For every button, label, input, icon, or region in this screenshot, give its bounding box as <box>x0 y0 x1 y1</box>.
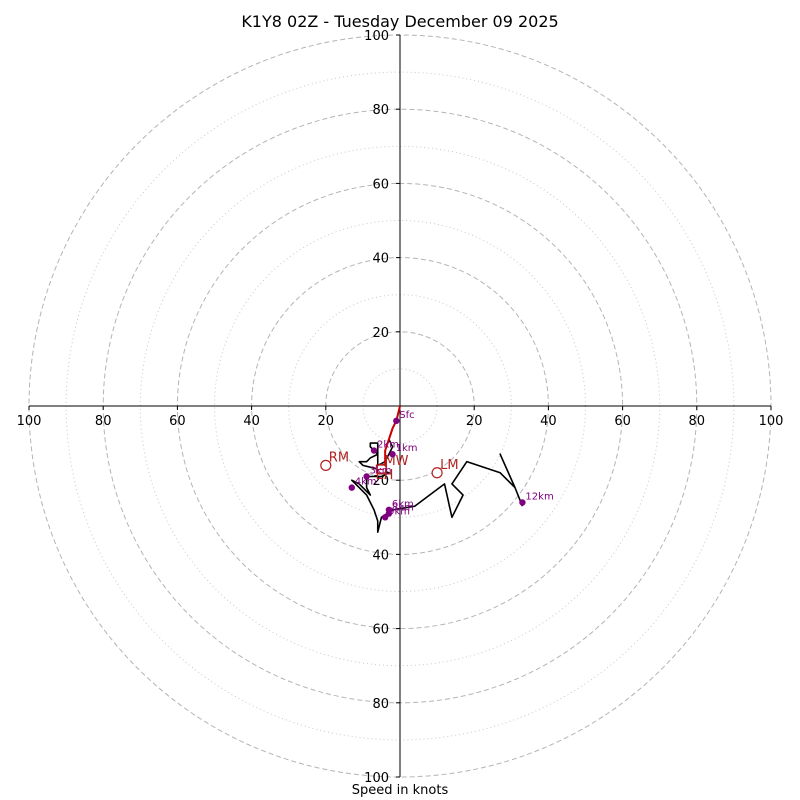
level-label-sfc: Sfc <box>399 410 414 421</box>
x-tick-label-right-40: 40 <box>540 414 557 429</box>
level-point-sfc <box>393 417 400 425</box>
x-tick-label-right-20: 20 <box>466 414 483 429</box>
x-tick-label-right-100: 100 <box>759 414 784 429</box>
storm-marker-label-lm: LM <box>440 458 458 473</box>
y-tick-label-lower-80: 80 <box>372 697 389 712</box>
x-tick-label-right-60: 60 <box>614 414 631 429</box>
level-point-12km <box>519 499 526 506</box>
level-label-6km: 6km <box>392 499 414 510</box>
level-label-3km: 3km <box>370 465 392 476</box>
y-tick-label-upper-60: 60 <box>372 177 389 192</box>
level-label-9km: 9km <box>388 506 410 517</box>
level-point-3km <box>363 473 370 480</box>
level-label-4km: 4km <box>355 477 377 488</box>
x-tick-label-left-20: 20 <box>318 414 335 429</box>
y-tick-label-upper-40: 40 <box>372 252 389 267</box>
storm-marker-eh <box>375 464 388 474</box>
x-axis-label: Speed in knots <box>351 783 449 798</box>
y-tick-label-lower-20: 20 <box>372 474 389 489</box>
level-point-4km <box>348 484 355 491</box>
x-tick-label-left-40: 40 <box>243 414 260 429</box>
storm-marker-lm <box>431 467 443 479</box>
y-tick-label-lower-100: 100 <box>364 771 389 786</box>
level-label-12km: 12km <box>525 491 553 502</box>
x-tick-label-left-100: 100 <box>17 414 42 429</box>
y-tick-label-upper-20: 20 <box>372 326 389 341</box>
x-tick-label-right-80: 80 <box>689 414 706 429</box>
storm-marker-label-rm: RM <box>329 450 349 465</box>
level-label-1km: 1km <box>396 443 418 454</box>
y-tick-label-upper-80: 80 <box>372 103 389 118</box>
storm-marker-rm <box>320 459 332 471</box>
wind-trace-line <box>350 420 524 533</box>
level-point-9km <box>381 514 389 521</box>
y-tick-label-lower-40: 40 <box>372 548 389 563</box>
chart-title: K1Y8 02Z - Tuesday December 09 2025 <box>241 12 559 31</box>
storm-marker-label-eh: EH <box>375 468 393 483</box>
level-point-1km <box>389 451 396 458</box>
x-tick-label-left-80: 80 <box>95 414 112 429</box>
level-point-2km <box>370 447 378 454</box>
y-tick-label-lower-60: 60 <box>372 623 389 638</box>
level-label-8km: 8km <box>392 503 414 514</box>
y-tick-label-upper-100: 100 <box>364 29 389 44</box>
storm-marker-label-mw: MW <box>384 454 408 469</box>
x-tick-label-left-60: 60 <box>169 414 186 429</box>
level-label-2km: 2km <box>377 440 399 451</box>
